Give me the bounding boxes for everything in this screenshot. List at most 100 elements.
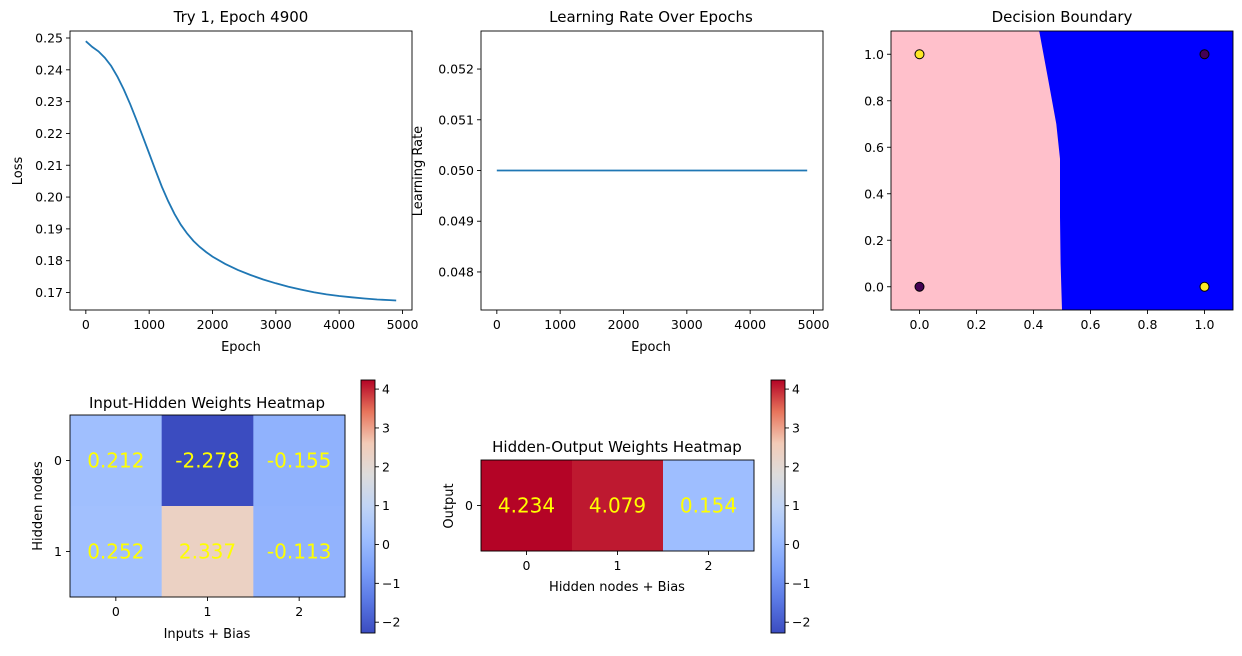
input-hidden-cell-value: 0.212	[87, 449, 144, 473]
hidden-output-x-tick-label: 2	[705, 558, 713, 573]
learning-rate-x-tick-label: 5000	[798, 317, 830, 332]
loss-x-ticks: 0 1000 2000 3000 4000 5000	[82, 310, 419, 332]
input-hidden-cell-value: -2.278	[175, 449, 239, 473]
input-hidden-y-tick-label: 1	[54, 544, 62, 559]
input-hidden-y-tick-label: 0	[54, 453, 62, 468]
loss-x-tick-label: 1000	[133, 317, 165, 332]
input-hidden-colorbar-tick-label: 3	[382, 420, 390, 435]
db-x-tick-label: 0.2	[967, 317, 987, 332]
input-hidden-cell	[161, 506, 254, 598]
learning-rate-x-tick-label: 2000	[608, 317, 640, 332]
loss-y-tick-label: 0.23	[35, 94, 63, 109]
loss-x-axis-label: Epoch	[221, 340, 261, 355]
db-y-tick-label: 0.6	[864, 140, 884, 155]
input-hidden-colorbar-tick-label: 0	[382, 537, 390, 552]
hidden-output-cell-value: 4.079	[589, 494, 646, 518]
data-points	[914, 49, 1210, 292]
input-hidden-x-ticks: 0 1 2	[112, 597, 303, 619]
decision-boundary-x-ticks: 0.0 0.2 0.4 0.6 0.8 1.0	[910, 310, 1214, 332]
hidden-output-colorbar-tick-label: 3	[792, 420, 800, 435]
hidden-output-cell	[572, 460, 664, 552]
hidden-output-y-axis-label: Output	[442, 483, 457, 528]
loss-y-tick-label: 0.18	[35, 253, 63, 268]
db-y-tick-label: 0.4	[864, 186, 884, 201]
hidden-output-cell	[481, 460, 573, 552]
input-hidden-colorbar-ticks: 4 3 2 1 0 −1 −2	[375, 382, 400, 630]
loss-y-tick-label: 0.20	[35, 190, 63, 205]
loss-x-tick-label: 4000	[323, 317, 355, 332]
hidden-output-colorbar-tick-label: −1	[792, 576, 810, 591]
hidden-output-cells: 4.234 4.079 0.154	[481, 460, 755, 552]
loss-y-tick-label: 0.19	[35, 221, 63, 236]
loss-y-tick-label: 0.25	[35, 30, 63, 45]
hidden-output-x-tick-label: 1	[614, 558, 622, 573]
hidden-output-y-tick-label: 0	[465, 498, 473, 513]
input-hidden-x-tick-label: 0	[112, 604, 120, 619]
hidden-output-colorbar-tick-label: 4	[792, 382, 800, 397]
loss-x-tick-label: 0	[82, 317, 90, 332]
data-point	[914, 281, 925, 292]
learning-rate-x-tick-label: 0	[493, 317, 501, 332]
hidden-output-cell-value: 4.234	[498, 494, 555, 518]
learning-rate-y-tick-label: 0.052	[438, 62, 474, 77]
hidden-output-x-tick-label: 0	[523, 558, 531, 573]
input-hidden-cell	[70, 506, 163, 598]
decision-boundary-axes-frame	[890, 30, 1234, 311]
hidden-output-y-ticks: 0	[465, 498, 481, 513]
loss-y-tick-label: 0.17	[35, 285, 63, 300]
hidden-output-cell	[663, 460, 755, 552]
input-hidden-heatmap-title: Input-Hidden Weights Heatmap	[89, 394, 325, 412]
input-hidden-cell	[70, 415, 163, 507]
loss-y-tick-label: 0.21	[35, 158, 63, 173]
db-y-tick-label: 0.2	[864, 233, 884, 248]
loss-chart-title: Try 1, Epoch 4900	[173, 8, 309, 26]
input-hidden-cell-value: 0.252	[87, 540, 144, 564]
learning-rate-axes-frame	[480, 30, 824, 311]
input-hidden-cell	[253, 415, 346, 507]
learning-rate-chart-title: Learning Rate Over Epochs	[549, 8, 753, 26]
db-x-tick-label: 0.8	[1138, 317, 1158, 332]
db-y-tick-label: 1.0	[864, 47, 884, 62]
loss-axes-frame	[69, 30, 413, 311]
loss-y-axis-label: Loss	[11, 157, 26, 186]
hidden-output-cell-value: 0.154	[680, 494, 737, 518]
learning-rate-y-axis-label: Learning Rate	[411, 126, 426, 216]
input-hidden-cells: 0.212 -2.278 -0.155 0.252 2.337 -0.113	[70, 415, 346, 598]
learning-rate-y-ticks: 0.048 0.049 0.050 0.051 0.052	[438, 62, 481, 279]
db-x-tick-label: 0.4	[1024, 317, 1044, 332]
input-hidden-colorbar-tick-label: 4	[382, 382, 390, 397]
input-hidden-colorbar-tick-label: 2	[382, 459, 390, 474]
db-y-tick-label: 0.0	[864, 279, 884, 294]
input-hidden-heatmap: Input-Hidden Weights Heatmap 0.212 -2.278…	[31, 379, 400, 642]
loss-y-tick-label: 0.24	[35, 62, 63, 77]
loss-x-tick-label: 5000	[387, 317, 419, 332]
db-y-tick-label: 0.8	[864, 93, 884, 108]
data-point	[914, 49, 925, 60]
input-hidden-x-axis-label: Inputs + Bias	[164, 627, 251, 642]
hidden-output-colorbar	[770, 379, 786, 634]
input-hidden-colorbar-tick-label: −2	[382, 615, 400, 630]
learning-rate-x-ticks: 0 1000 2000 3000 4000 5000	[493, 310, 830, 332]
hidden-output-heatmap-title: Hidden-Output Weights Heatmap	[492, 438, 742, 456]
hidden-output-x-ticks: 0 1 2	[523, 551, 713, 573]
db-x-tick-label: 0.0	[910, 317, 930, 332]
hidden-output-colorbar-ticks: 4 3 2 1 0 −1 −2	[785, 382, 810, 630]
decision-boundary-title: Decision Boundary	[992, 8, 1133, 26]
loss-x-tick-label: 2000	[197, 317, 229, 332]
loss-x-tick-label: 3000	[260, 317, 292, 332]
hidden-output-x-axis-label: Hidden nodes + Bias	[549, 580, 685, 595]
input-hidden-cell-value: 2.337	[179, 540, 236, 564]
decision-boundary-chart: Decision Boundary 0.0 0.2 0.4 0.6 0.8 1.0 0.0…	[864, 8, 1234, 332]
input-hidden-colorbar	[360, 379, 376, 634]
input-hidden-cell-value: -0.113	[267, 540, 331, 564]
learning-rate-y-tick-label: 0.049	[438, 214, 474, 229]
loss-series-line	[85, 40, 397, 302]
learning-rate-x-tick-label: 3000	[671, 317, 703, 332]
data-point	[1199, 281, 1210, 292]
learning-rate-x-tick-label: 4000	[734, 317, 766, 332]
hidden-output-colorbar-tick-label: −2	[792, 615, 810, 630]
hidden-output-colorbar-tick-label: 1	[792, 498, 800, 513]
input-hidden-y-axis-label: Hidden nodes	[31, 461, 46, 551]
db-x-tick-label: 0.6	[1081, 317, 1101, 332]
hidden-output-heatmap: Hidden-Output Weights Heatmap 4.234 4.079…	[442, 379, 810, 634]
